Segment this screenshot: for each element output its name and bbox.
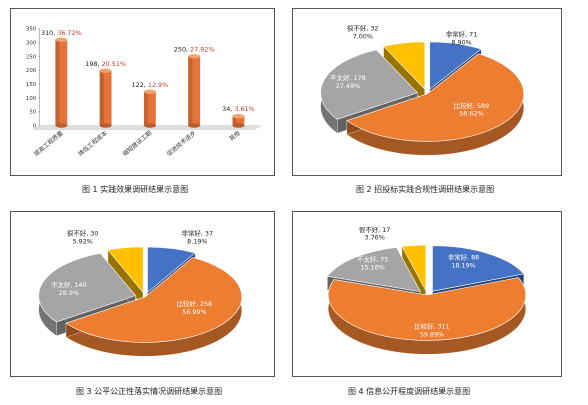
bar-base	[55, 123, 68, 128]
bar-body	[55, 39, 68, 126]
bar-body	[232, 116, 245, 126]
pie-chart-panel-3: 非常好, 37 8.19% 比较好, 258 56.99% 不太好, 140 28.9% 很…	[10, 211, 275, 377]
category-label: 降低工程成本	[77, 129, 109, 158]
pie-slice	[38, 252, 137, 323]
pie-chart-panel-4: 非常好, 88 18.19% 比较好, 311 59.89% 不太好, 75 15.16%…	[292, 211, 562, 377]
pie-slice	[107, 246, 144, 294]
bar-chart-panel: 0 50 100 150 200 250 300 350 310, 36.72% 提高工程质量 19…	[10, 8, 275, 176]
figure-caption-3: 图 3 公平公正性落实情况调研结果示意图	[76, 387, 223, 396]
pie-slice-label: 很不好, 17	[359, 225, 390, 234]
bar-top	[143, 89, 156, 95]
pie-slice-percent: 5.92%	[73, 238, 93, 246]
y-tick-label: 0	[33, 124, 37, 130]
bar-value-label: 34, 3.61%	[222, 105, 255, 113]
pie-slice	[327, 277, 527, 341]
pie-slice-percent: 27.48%	[336, 82, 360, 90]
pie-slice	[65, 257, 243, 343]
pie-slice-percent: 8.19%	[187, 238, 207, 246]
bar-top	[188, 54, 201, 59]
pie-slice	[346, 53, 525, 142]
bar	[232, 114, 245, 128]
pie-slice-percent: 28.9%	[59, 289, 79, 297]
bar-top	[232, 114, 245, 119]
bar-top	[99, 68, 112, 73]
bar-chart: 0 50 100 150 200 250 300 350 310, 36.72% 提高工程质量 19…	[26, 27, 262, 158]
bar-body	[188, 56, 201, 126]
bar-shade	[188, 56, 193, 126]
pie-slice	[383, 41, 426, 90]
pie-slice-label: 非常好, 88	[448, 252, 479, 261]
bar-shade	[55, 39, 60, 126]
pie-slice-label: 不太好, 75	[357, 254, 388, 263]
pie-slice-label: 非常好, 37	[182, 229, 213, 238]
bar-value-label: 250, 27.92%	[174, 45, 215, 53]
bar-base	[232, 123, 245, 128]
y-tick-label: 200	[26, 68, 37, 74]
pie-slice-label: 非常好, 71	[446, 30, 477, 39]
pie-slice-label: 比较好, 258	[177, 299, 213, 308]
pie-slice-percent: 59.89%	[420, 330, 444, 338]
pie-slice-percent: 7.00%	[353, 33, 373, 41]
bar-value-label: 310, 36.72%	[41, 29, 82, 37]
pie-slice-percent: 18.19%	[451, 261, 475, 269]
category-label: 缩短建设工期	[121, 129, 153, 158]
category-label: 提高工程质量	[32, 129, 64, 158]
pie-slice	[429, 41, 482, 90]
pie-slice	[432, 245, 525, 292]
bar-shade	[232, 116, 237, 126]
pie-slice-label: 很不好, 32	[347, 24, 378, 33]
figure-caption-4: 图 4 信息公开程度调研结果示意图	[348, 387, 471, 396]
pie-slice	[326, 247, 421, 293]
y-tick-label: 50	[29, 110, 36, 116]
category-label: 促进技术进步	[165, 129, 197, 158]
category-label: 其他	[228, 129, 242, 143]
pie-slice-label: 比较好, 311	[414, 322, 450, 331]
figure-caption-1: 图 1 实践效果调研结果示意图	[82, 185, 189, 194]
bar-body	[99, 70, 112, 126]
chart-floor	[32, 125, 262, 130]
bar	[143, 89, 156, 128]
pie-slice	[147, 246, 196, 294]
pie-slice-percent: 56.62%	[459, 110, 483, 118]
bar-shade	[143, 91, 149, 126]
bar-value-label: 198, 20.51%	[85, 60, 126, 68]
figure-caption-2: 图 2 招投标实践合规性调研结果示意图	[356, 185, 495, 194]
pie-slice-percent: 8.90%	[451, 39, 471, 47]
bar	[188, 54, 201, 128]
pie-slice-label: 不太好, 178	[330, 73, 366, 82]
pie-slice-percent: 56.99%	[182, 308, 206, 316]
pie-slice-label: 不太好, 140	[51, 280, 87, 289]
pie-slice-percent: 15.16%	[360, 263, 384, 271]
bar-shade	[99, 70, 104, 126]
bar-base	[99, 123, 112, 128]
bar-value-label: 122, 12.9%	[132, 81, 169, 89]
bar	[99, 68, 112, 128]
bar-base	[188, 123, 201, 128]
y-tick-label: 250	[26, 54, 37, 60]
pie-slice-label: 很不好, 30	[67, 229, 98, 238]
y-tick-label: 100	[26, 96, 37, 102]
y-tick-label: 150	[26, 82, 37, 88]
bar-top	[55, 37, 68, 43]
y-tick-label: 350	[26, 27, 37, 33]
pie-slice	[320, 49, 419, 120]
pie-chart-panel-2: 非常好, 71 8.90% 比较好, 589 56.62% 不太好, 178 27.48%…	[292, 8, 562, 176]
bar	[55, 37, 68, 128]
pie-slice-percent: 3.76%	[364, 234, 384, 242]
y-tick-label: 300	[26, 41, 37, 47]
pie-slice-label: 比较好, 589	[454, 101, 490, 110]
bar-body	[143, 91, 156, 126]
pie-slice	[401, 244, 427, 291]
bar-base	[143, 123, 156, 128]
